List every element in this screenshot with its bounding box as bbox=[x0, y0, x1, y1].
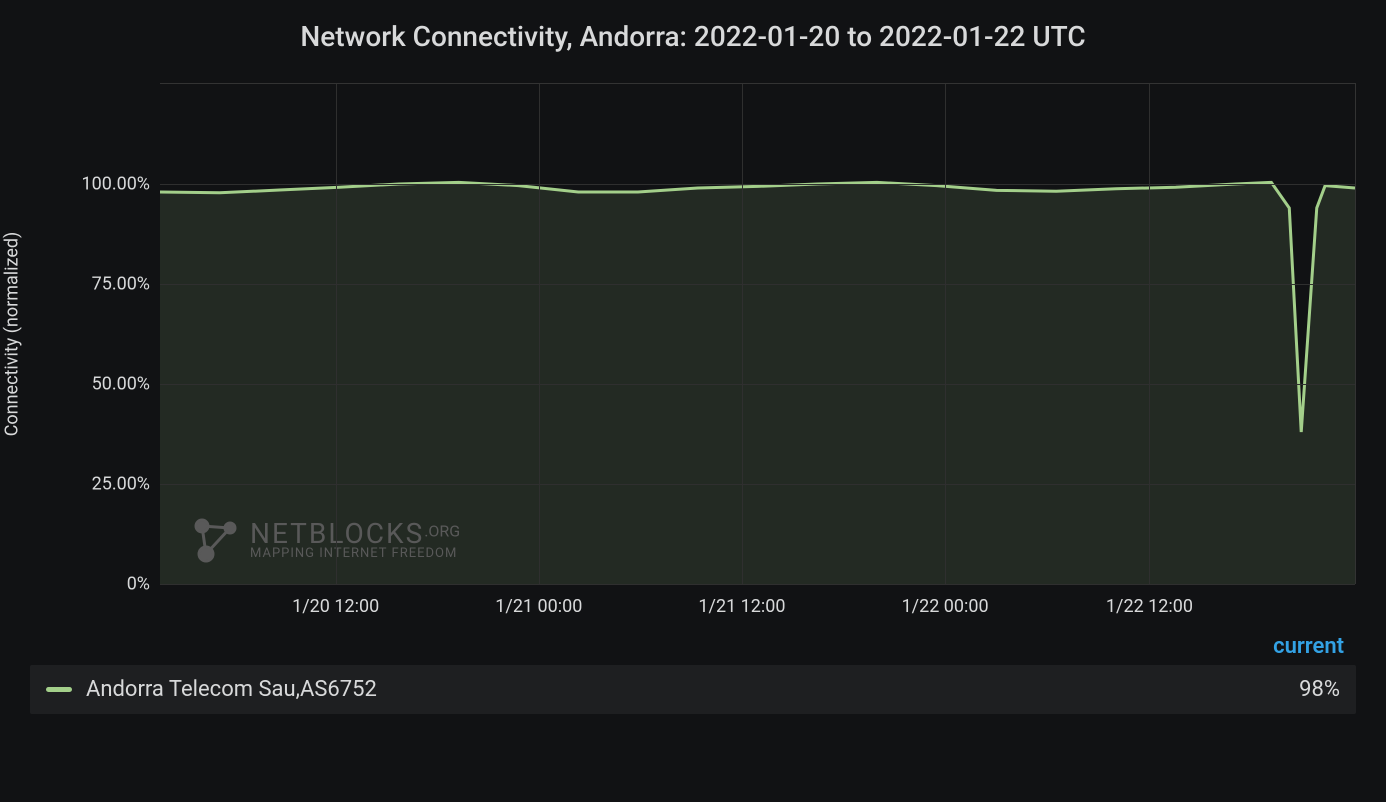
x-tick-label: 1/22 00:00 bbox=[902, 596, 989, 617]
x-tick-label: 1/22 12:00 bbox=[1106, 596, 1193, 617]
gridline-v bbox=[1149, 84, 1150, 584]
gridline-h bbox=[160, 284, 1355, 285]
chart-container: Connectivity (normalized) NET bbox=[30, 83, 1356, 584]
area-series bbox=[160, 84, 1355, 584]
legend-header: current bbox=[30, 634, 1356, 665]
netblocks-logo-icon bbox=[190, 514, 240, 564]
gridline-v bbox=[742, 84, 743, 584]
gridline-h bbox=[160, 184, 1355, 185]
gridline-v bbox=[945, 84, 946, 584]
legend: current Andorra Telecom Sau,AS6752 98% bbox=[30, 634, 1356, 714]
y-tick-label: 25.00% bbox=[65, 474, 150, 495]
gridline-v bbox=[336, 84, 337, 584]
legend-series-value: 98% bbox=[1299, 677, 1340, 702]
y-tick-label: 100.00% bbox=[65, 174, 150, 195]
gridline-h bbox=[160, 584, 1355, 585]
legend-row[interactable]: Andorra Telecom Sau,AS6752 98% bbox=[30, 665, 1356, 714]
chart-title: Network Connectivity, Andorra: 2022-01-2… bbox=[0, 0, 1386, 53]
legend-swatch bbox=[46, 687, 72, 692]
legend-series-name: Andorra Telecom Sau,AS6752 bbox=[86, 677, 1299, 702]
x-tick-label: 1/20 12:00 bbox=[292, 596, 379, 617]
y-axis-label: Connectivity (normalized) bbox=[2, 231, 23, 436]
watermark: NETBLOCKS.ORG MAPPING INTERNET FREEDOM bbox=[190, 514, 460, 564]
y-tick-label: 50.00% bbox=[65, 374, 150, 395]
x-tick-label: 1/21 12:00 bbox=[698, 596, 785, 617]
y-tick-label: 0% bbox=[65, 574, 150, 595]
gridline-v bbox=[539, 84, 540, 584]
y-tick-label: 75.00% bbox=[65, 274, 150, 295]
watermark-tagline: MAPPING INTERNET FREEDOM bbox=[250, 546, 460, 561]
plot-area: NETBLOCKS.ORG MAPPING INTERNET FREEDOM 0… bbox=[160, 83, 1356, 584]
gridline-h bbox=[160, 384, 1355, 385]
x-tick-label: 1/21 00:00 bbox=[495, 596, 582, 617]
watermark-suffix: .ORG bbox=[424, 522, 460, 541]
gridline-h bbox=[160, 484, 1355, 485]
